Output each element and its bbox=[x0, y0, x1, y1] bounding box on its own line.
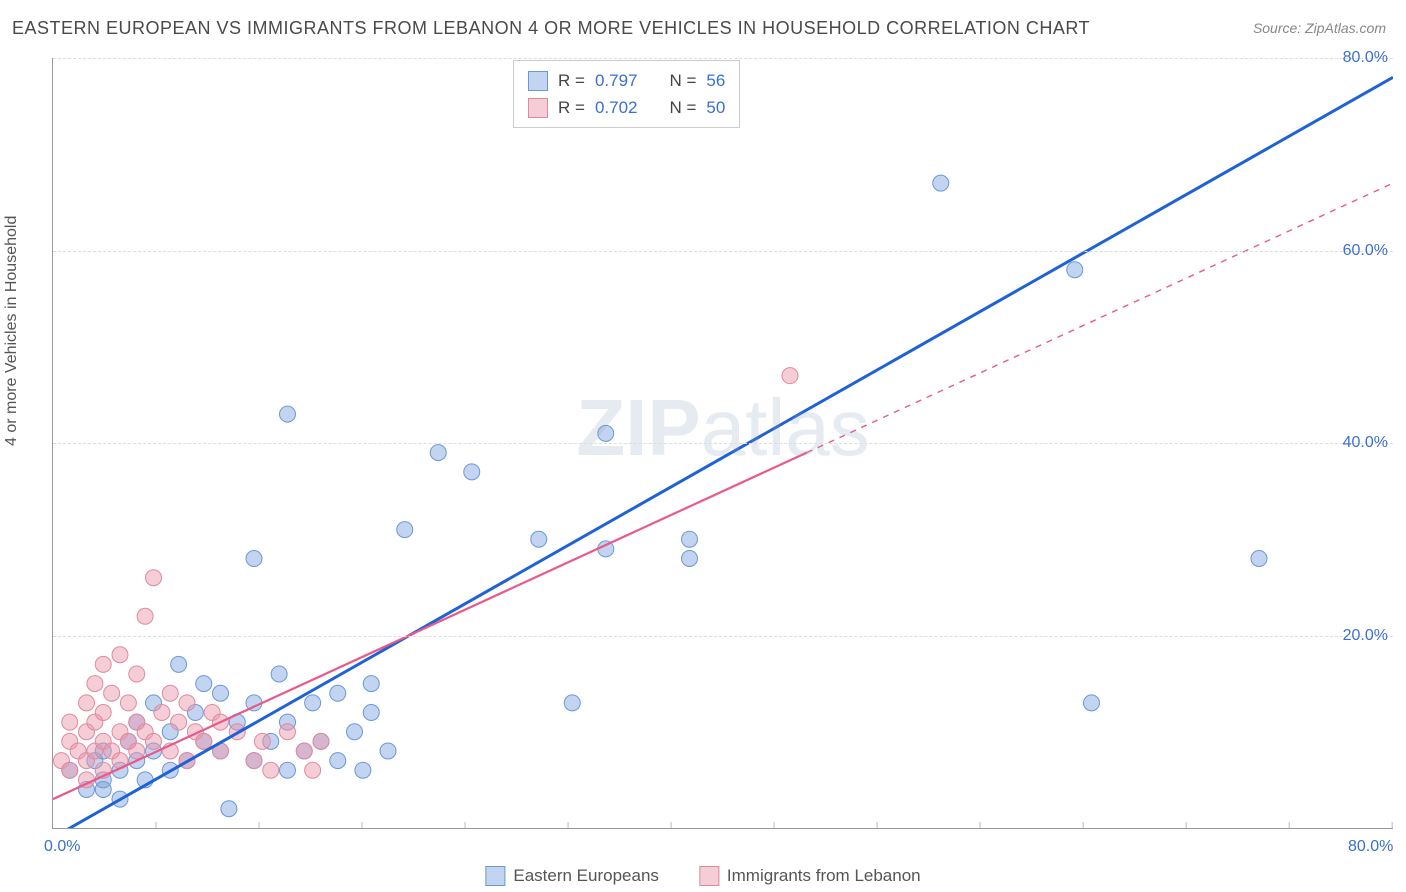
scatter-point bbox=[682, 551, 698, 567]
trend-line bbox=[53, 453, 807, 800]
scatter-point bbox=[330, 685, 346, 701]
y-tick-label: 20.0% bbox=[1343, 627, 1388, 645]
scatter-point bbox=[146, 733, 162, 749]
scatter-point bbox=[254, 733, 270, 749]
chart-title: EASTERN EUROPEAN VS IMMIGRANTS FROM LEBA… bbox=[12, 18, 1090, 39]
scatter-point bbox=[1067, 262, 1083, 278]
scatter-point bbox=[598, 425, 614, 441]
scatter-point bbox=[162, 685, 178, 701]
gridline-horizontal bbox=[53, 443, 1393, 444]
legend-swatch bbox=[485, 866, 505, 886]
stats-row: R = 0.702 N = 50 bbox=[528, 94, 725, 121]
scatter-point bbox=[120, 695, 136, 711]
scatter-point bbox=[280, 724, 296, 740]
stats-legend-box: R = 0.797 N = 56 R = 0.702 N = 50 bbox=[513, 60, 740, 128]
trend-line bbox=[53, 77, 1393, 828]
legend-label: Eastern Europeans bbox=[513, 866, 659, 886]
scatter-point bbox=[246, 551, 262, 567]
scatter-point bbox=[95, 656, 111, 672]
scatter-point bbox=[137, 608, 153, 624]
scatter-point bbox=[171, 656, 187, 672]
scatter-point bbox=[104, 685, 120, 701]
scatter-point bbox=[380, 743, 396, 759]
gridline-horizontal bbox=[53, 251, 1393, 252]
scatter-point bbox=[397, 522, 413, 538]
scatter-point bbox=[1251, 551, 1267, 567]
x-tick-label: 0.0% bbox=[44, 838, 80, 856]
gridline-horizontal bbox=[53, 636, 1393, 637]
scatter-point bbox=[531, 531, 547, 547]
scatter-point bbox=[280, 406, 296, 422]
scatter-point bbox=[305, 695, 321, 711]
y-tick-label: 40.0% bbox=[1343, 434, 1388, 452]
scatter-point bbox=[464, 464, 480, 480]
stats-row: R = 0.797 N = 56 bbox=[528, 67, 725, 94]
scatter-point bbox=[430, 445, 446, 461]
y-tick-label: 60.0% bbox=[1343, 242, 1388, 260]
scatter-point bbox=[154, 705, 170, 721]
scatter-point bbox=[95, 705, 111, 721]
scatter-point bbox=[355, 762, 371, 778]
x-tick-label: 80.0% bbox=[1348, 838, 1393, 856]
scatter-point bbox=[271, 666, 287, 682]
scatter-point bbox=[933, 175, 949, 191]
scatter-point bbox=[246, 753, 262, 769]
scatter-point bbox=[171, 714, 187, 730]
scatter-point bbox=[112, 647, 128, 663]
scatter-point bbox=[221, 801, 237, 817]
trend-line-extrapolated bbox=[807, 183, 1393, 453]
scatter-point bbox=[363, 676, 379, 692]
n-value: 50 bbox=[706, 94, 725, 121]
r-value: 0.702 bbox=[595, 94, 638, 121]
legend-item: Eastern Europeans bbox=[485, 866, 659, 886]
plot-area: ZIPatlas R =0.797N =56R =0.702N =50 bbox=[52, 58, 1393, 829]
scatter-point bbox=[146, 570, 162, 586]
r-value: 0.797 bbox=[595, 67, 638, 94]
legend-swatch bbox=[528, 71, 548, 91]
r-label: R = bbox=[558, 94, 585, 121]
scatter-point bbox=[129, 666, 145, 682]
scatter-point bbox=[263, 762, 279, 778]
scatter-point bbox=[682, 531, 698, 547]
scatter-point bbox=[305, 762, 321, 778]
scatter-point bbox=[347, 724, 363, 740]
scatter-point bbox=[196, 733, 212, 749]
n-value: 56 bbox=[706, 67, 725, 94]
scatter-point bbox=[62, 762, 78, 778]
scatter-point bbox=[330, 753, 346, 769]
scatter-point bbox=[79, 695, 95, 711]
legend-label: Immigrants from Lebanon bbox=[727, 866, 921, 886]
legend-swatch bbox=[699, 866, 719, 886]
scatter-point bbox=[280, 762, 296, 778]
scatter-point bbox=[95, 782, 111, 798]
n-label: N = bbox=[669, 67, 696, 94]
bottom-legend: Eastern Europeans Immigrants from Lebanon bbox=[485, 866, 920, 886]
scatter-point bbox=[196, 676, 212, 692]
scatter-point bbox=[129, 743, 145, 759]
scatter-point bbox=[179, 695, 195, 711]
source-label: Source: ZipAtlas.com bbox=[1253, 20, 1386, 36]
legend-swatch bbox=[528, 98, 548, 118]
y-axis-title: 4 or more Vehicles in Household bbox=[3, 216, 21, 446]
legend-item: Immigrants from Lebanon bbox=[699, 866, 921, 886]
scatter-point bbox=[363, 705, 379, 721]
scatter-point bbox=[296, 743, 312, 759]
scatter-point bbox=[782, 368, 798, 384]
scatter-point bbox=[213, 685, 229, 701]
gridline-horizontal bbox=[53, 58, 1393, 59]
scatter-point bbox=[313, 733, 329, 749]
n-label: N = bbox=[669, 94, 696, 121]
scatter-point bbox=[564, 695, 580, 711]
scatter-point bbox=[62, 714, 78, 730]
scatter-point bbox=[1084, 695, 1100, 711]
scatter-point bbox=[87, 676, 103, 692]
r-label: R = bbox=[558, 67, 585, 94]
y-tick-label: 80.0% bbox=[1343, 49, 1388, 67]
